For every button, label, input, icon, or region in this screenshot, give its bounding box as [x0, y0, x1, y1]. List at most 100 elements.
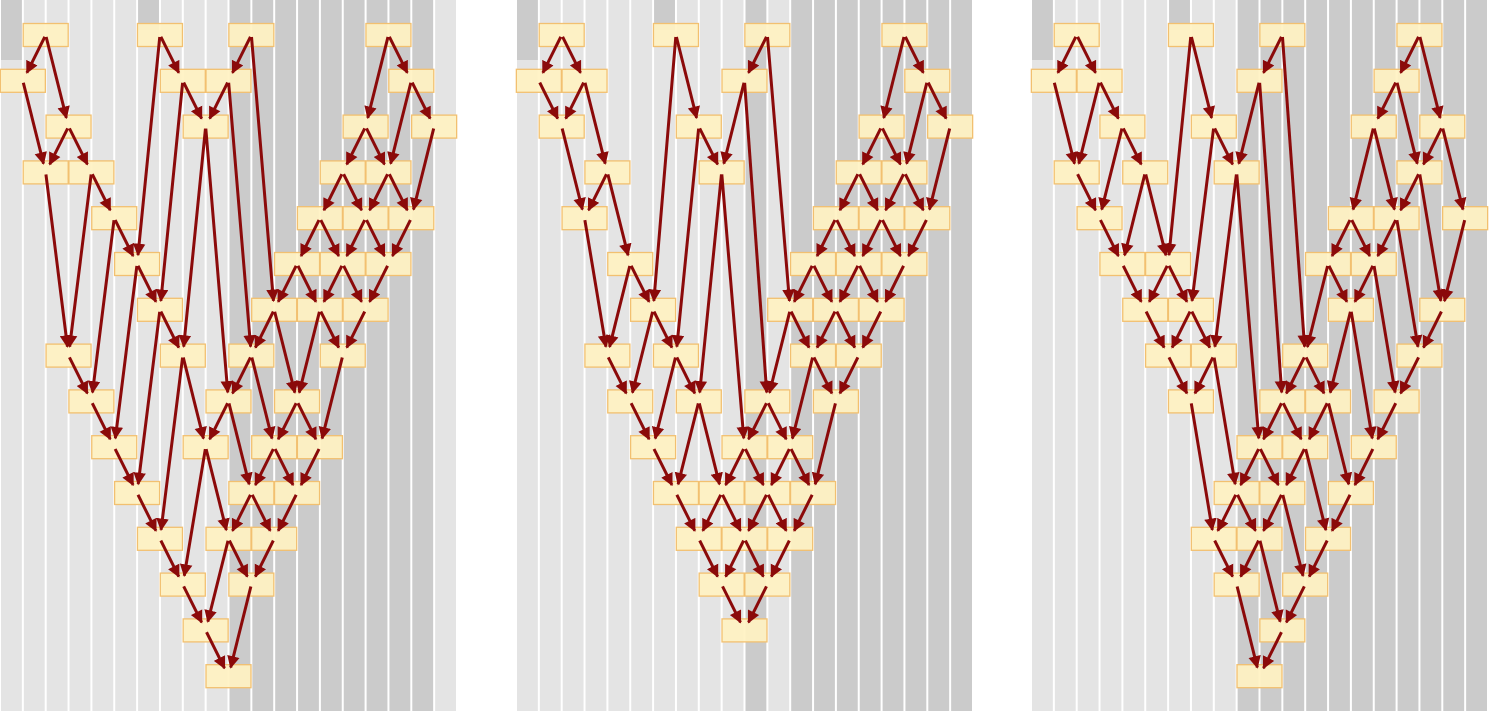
node-box [1327, 480, 1375, 506]
edge-arrow [159, 539, 181, 578]
edge-arrow [721, 494, 742, 532]
column-stripe [138, 0, 159, 30]
node-box [1053, 160, 1100, 185]
node-box [228, 572, 275, 597]
edge-arrow [1210, 174, 1238, 348]
edge-arrow [276, 494, 298, 532]
edge-arrow [766, 494, 788, 532]
edge-arrow [766, 311, 792, 394]
node-box [538, 22, 585, 48]
edge-arrow [1304, 448, 1330, 532]
node-box [1282, 343, 1329, 368]
edge-arrow [1376, 219, 1398, 258]
edge-arrow [698, 539, 719, 578]
edge-arrow [254, 539, 275, 578]
edge-arrow [903, 82, 929, 165]
edge-arrow [560, 128, 586, 211]
node-box [1167, 297, 1215, 322]
edge-arrow [721, 585, 742, 624]
node-box [228, 480, 275, 506]
node-box [45, 114, 92, 139]
node-box [789, 343, 837, 368]
edge-arrow [276, 265, 298, 303]
edge-arrow [694, 174, 723, 394]
edge-arrow [1395, 82, 1421, 165]
node-box [1373, 389, 1420, 414]
node-box [652, 480, 700, 506]
node-box [1122, 160, 1169, 185]
edge-arrow [858, 265, 879, 303]
edge-arrow [1441, 219, 1467, 303]
node-box [1304, 251, 1352, 277]
edge-arrow [1349, 128, 1375, 211]
edge-arrow [587, 173, 608, 212]
edge-arrow [1216, 494, 1238, 532]
edge-arrow [1376, 81, 1398, 120]
edge-arrow [770, 539, 791, 578]
edge-arrow [835, 310, 857, 349]
edge-arrow [904, 36, 925, 74]
edge-arrow [44, 174, 73, 348]
column-stripe [1032, 0, 1053, 60]
node-box [113, 480, 161, 506]
edge-arrow [1212, 357, 1240, 486]
edge-arrow [1395, 219, 1423, 348]
edge-arrow [1213, 127, 1234, 166]
edge-arrow [674, 36, 700, 120]
edge-arrow [1372, 128, 1398, 211]
edge-arrow [1330, 494, 1352, 532]
node-box [584, 343, 631, 368]
edge-arrow [136, 494, 158, 532]
node-box [927, 114, 974, 139]
edge-arrow [744, 539, 765, 578]
node-box [45, 343, 92, 368]
edge-arrow [881, 219, 902, 258]
column-stripe [562, 0, 584, 711]
edge-arrow [250, 494, 272, 532]
edge-arrow [231, 356, 252, 395]
node-box [319, 160, 366, 185]
edge-arrow [1189, 403, 1217, 532]
edge-arrow [1307, 402, 1329, 441]
node-box [1396, 22, 1443, 48]
node-box [1259, 618, 1306, 643]
edge-arrow [648, 36, 678, 303]
edge-arrow [652, 310, 674, 349]
edge-arrow [770, 448, 791, 487]
column-stripe [928, 0, 950, 711]
edge-arrow [743, 82, 773, 394]
edge-arrow [1056, 36, 1078, 74]
node-box [365, 22, 412, 48]
edge-arrow [724, 448, 745, 487]
edge-arrow [388, 173, 409, 212]
edge-arrow [368, 173, 389, 212]
edge-arrow [1121, 127, 1143, 166]
edge-arrow [365, 127, 386, 166]
edge-arrow [299, 219, 321, 258]
edge-arrow [231, 36, 252, 74]
edge-arrow [747, 585, 768, 624]
node-box [881, 160, 928, 185]
edge-arrow [541, 36, 563, 74]
edge-arrow [110, 265, 139, 440]
node-box [1327, 206, 1375, 231]
edge-arrow [629, 311, 655, 394]
edge-arrow [606, 173, 632, 257]
node-box [1304, 526, 1352, 551]
column-stripe [1, 0, 22, 711]
edge-arrow [1259, 448, 1280, 487]
node-box [1282, 572, 1329, 597]
column-stripe [1443, 0, 1465, 711]
edge-arrow [1167, 356, 1189, 395]
edge-arrow [1307, 539, 1329, 578]
edge-arrow [907, 219, 928, 258]
edge-arrow [1170, 310, 1192, 349]
edge-arrow [250, 36, 279, 303]
edge-arrow [208, 81, 229, 120]
edge-arrow [1262, 494, 1283, 532]
edge-arrow [744, 448, 765, 487]
column-stripe [389, 0, 411, 711]
edge-arrow [1052, 82, 1078, 165]
node-box [1144, 343, 1192, 368]
edge-arrow [815, 219, 837, 258]
